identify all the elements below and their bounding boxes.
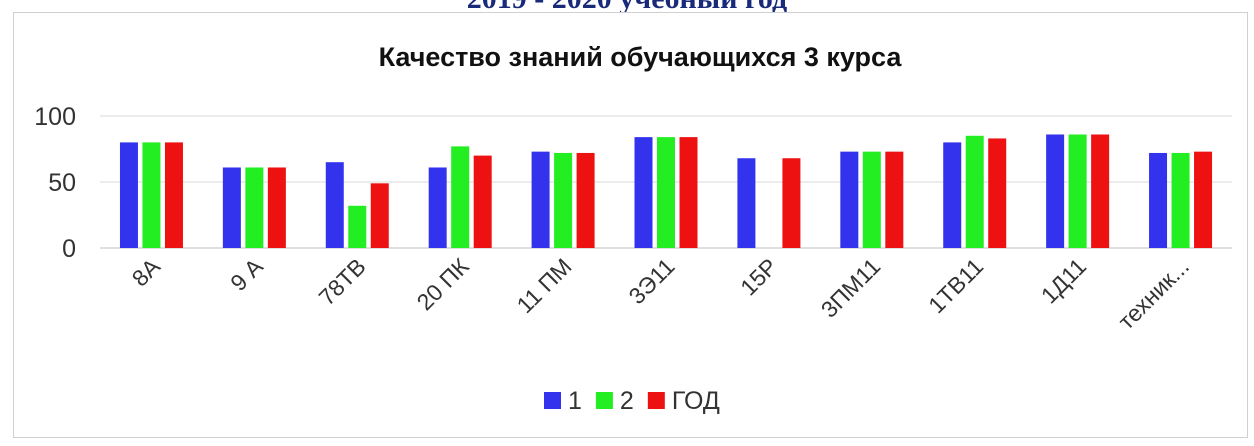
y-tick-label: 100 xyxy=(34,103,76,131)
bar xyxy=(634,137,653,248)
bar xyxy=(1149,152,1168,248)
x-tick-label: 15Р xyxy=(735,253,782,300)
bar xyxy=(245,167,264,248)
bar xyxy=(737,158,756,248)
bar xyxy=(554,152,573,248)
x-tick-label: техник... xyxy=(1113,253,1194,334)
y-tick-label: 0 xyxy=(62,235,76,263)
bar xyxy=(473,155,492,248)
y-tick-label: 50 xyxy=(48,169,76,197)
bar xyxy=(325,162,344,248)
x-tick-label: 9 А xyxy=(225,253,268,296)
bar xyxy=(862,151,881,248)
bar xyxy=(451,146,470,248)
bars xyxy=(119,134,1213,248)
bar xyxy=(222,167,241,248)
bar xyxy=(142,142,161,248)
bar xyxy=(1091,134,1110,248)
x-tick-label: 11 ПМ xyxy=(512,253,577,318)
bar xyxy=(267,167,286,248)
bar xyxy=(370,183,389,248)
bar xyxy=(943,142,962,248)
bar xyxy=(531,151,550,248)
bar xyxy=(679,137,698,248)
bar xyxy=(119,142,138,248)
chart-title: Качество знаний обучающихся 3 курса xyxy=(379,42,903,72)
x-tick-label: 20 ПК xyxy=(412,253,475,316)
legend-label: ГОД xyxy=(672,387,720,415)
legend-swatch xyxy=(544,392,561,409)
bar xyxy=(840,151,859,248)
x-tick-label: 8А xyxy=(127,253,166,292)
bar xyxy=(1194,151,1213,248)
bar xyxy=(782,158,801,248)
x-axis-ticks: 8А 9 А 78ТВ 20 ПК 11 ПМ 3Э11 15Р 3ПМ11 1ТВ11 1Д11… xyxy=(127,253,1194,335)
x-tick-label: 1ТВ11 xyxy=(923,253,988,318)
legend: 1 2 ГОД xyxy=(544,387,720,415)
bar xyxy=(348,205,367,248)
x-tick-label: 3Э11 xyxy=(624,253,680,309)
x-tick-label: 78ТВ xyxy=(314,253,371,310)
legend-label: 1 xyxy=(568,387,582,415)
bar xyxy=(988,138,1007,248)
page-heading: 2019 - 2020 учебный год xyxy=(0,0,1254,16)
legend-label: 2 xyxy=(620,387,634,415)
bar xyxy=(428,167,447,248)
legend-swatch xyxy=(595,392,613,409)
bar xyxy=(1171,152,1190,248)
bar xyxy=(885,151,904,248)
bar xyxy=(576,152,595,248)
bar xyxy=(1068,134,1087,248)
bar xyxy=(164,142,183,248)
bar xyxy=(657,137,675,248)
legend-swatch xyxy=(647,392,665,409)
bar xyxy=(965,135,984,248)
x-tick-label: 1Д11 xyxy=(1036,253,1091,308)
bar xyxy=(1046,134,1065,248)
y-axis-ticks: 0 50 100 xyxy=(34,103,76,263)
chart-frame xyxy=(13,12,1248,438)
x-tick-label: 3ПМ11 xyxy=(816,253,886,323)
